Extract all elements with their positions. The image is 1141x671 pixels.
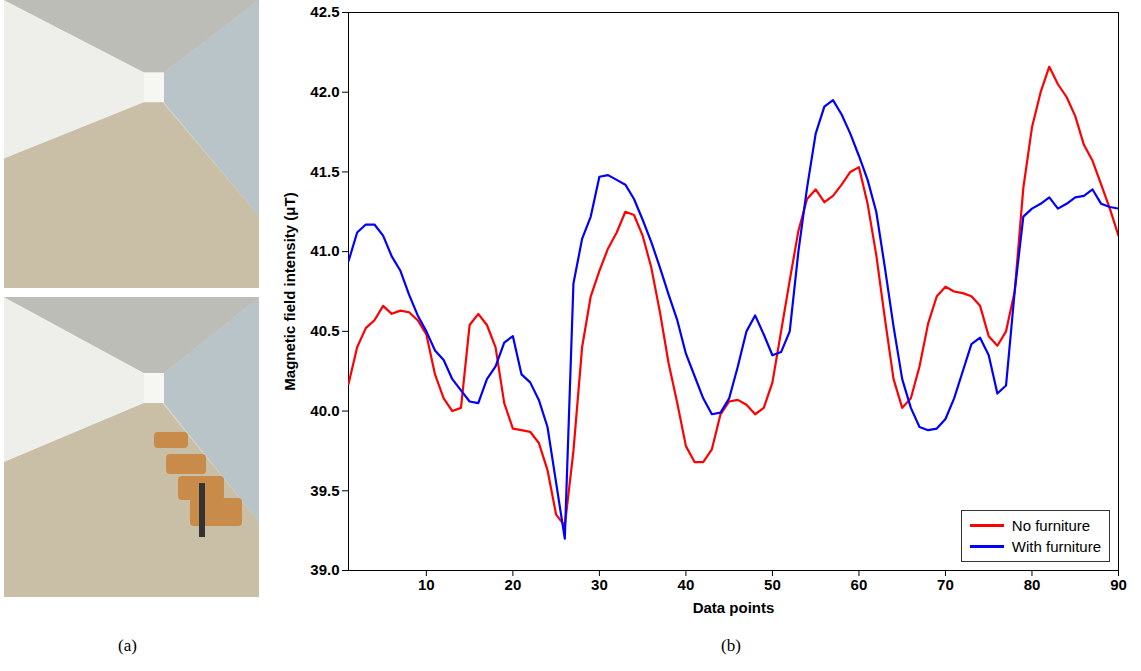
svg-text:39.0: 39.0 (310, 561, 339, 578)
svg-text:90: 90 (1110, 576, 1127, 593)
html-text:No furniture: No furniture (1011, 517, 1091, 534)
svg-text:42.0: 42.0 (310, 83, 339, 100)
svg-text:70: 70 (937, 576, 954, 593)
svg-text:Data points: Data points (693, 599, 775, 616)
svg-text:40.5: 40.5 (310, 322, 339, 339)
svg-text:20: 20 (505, 576, 522, 593)
html-text:(b): (b) (721, 636, 741, 655)
svg-text:10: 10 (418, 576, 435, 593)
svg-text:42.5: 42.5 (310, 3, 339, 20)
svg-text:39.5: 39.5 (310, 482, 339, 499)
svg-text:40: 40 (678, 576, 695, 593)
svg-text:80: 80 (1024, 576, 1041, 593)
svg-text:Magnetic field intensity (μT): Magnetic field intensity (μT) (281, 192, 298, 390)
svg-text:40.0: 40.0 (310, 402, 339, 419)
html-text:With furniture: With furniture (1011, 538, 1101, 555)
svg-text:50: 50 (764, 576, 781, 593)
svg-text:41.0: 41.0 (310, 242, 339, 259)
svg-text:60: 60 (851, 576, 868, 593)
svg-text:41.5: 41.5 (310, 163, 339, 180)
svg-text:30: 30 (591, 576, 608, 593)
html-text:(a): (a) (118, 636, 137, 655)
